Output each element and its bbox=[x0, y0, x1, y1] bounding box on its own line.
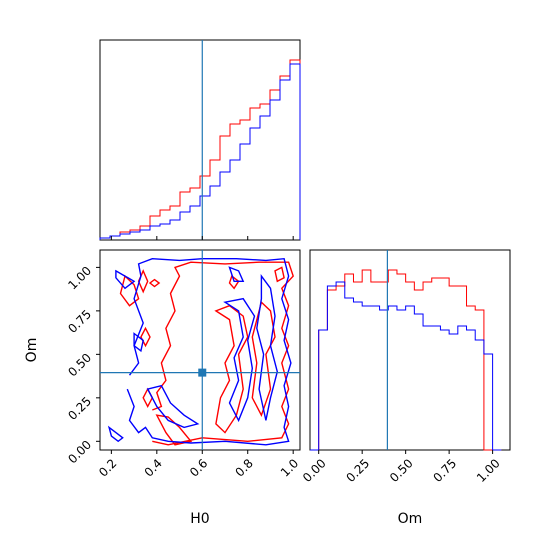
hist-H0-frame bbox=[99, 39, 301, 241]
contour-red-blob-3 bbox=[148, 278, 161, 288]
axis-ticks: 0.2 0.4 0.6 0.8 1.00.000.250.500.751.000.00 0… bbox=[65, 236, 503, 485]
x-axis-label-H0: H0 bbox=[190, 511, 209, 527]
contour-xtick-label-0: 0.2 bbox=[96, 456, 119, 479]
hist-H0-series-1 bbox=[99, 63, 301, 240]
contour-red-blob-5 bbox=[142, 387, 154, 409]
hist-Om-series-1 bbox=[310, 281, 502, 451]
contour-blue-blob-1 bbox=[115, 269, 136, 290]
contour-ytick-label-2: 0.50 bbox=[65, 351, 94, 380]
hist-Om-series bbox=[310, 269, 502, 451]
contour-xtick-label-1: 0.4 bbox=[142, 456, 165, 479]
contour-xtick-label-2: 0.6 bbox=[187, 456, 210, 479]
contour-red-inner bbox=[214, 304, 249, 434]
hist-H0-series bbox=[99, 59, 301, 240]
contour-series-red bbox=[119, 261, 294, 446]
y-axis-label-Om: Om bbox=[24, 338, 40, 363]
contour-blue-blob-4 bbox=[228, 266, 245, 282]
hist-Om-xtick-label-1: 0.25 bbox=[344, 456, 373, 485]
contour-ytick-label-4: 1.00 bbox=[65, 264, 94, 293]
contour-series-blue bbox=[107, 257, 292, 446]
contour-red-blob-4 bbox=[140, 326, 151, 348]
contour-red-blob-7 bbox=[274, 266, 285, 283]
hist-Om-series-0 bbox=[310, 269, 502, 451]
contour-red-inner-2 bbox=[251, 300, 276, 417]
hist-Om-xtick-label-2: 0.50 bbox=[387, 456, 416, 485]
contour-blue-blob-3 bbox=[133, 332, 144, 353]
contour-blue-inner-2 bbox=[256, 273, 279, 421]
contour-red-blob-6 bbox=[228, 274, 240, 290]
contour-ytick-label-0: 0.00 bbox=[65, 438, 94, 467]
truth-marker bbox=[198, 368, 207, 377]
hist-Om-xtick-label-3: 0.75 bbox=[430, 456, 459, 485]
contour-ytick-label-1: 0.25 bbox=[65, 394, 94, 423]
contour-blue-inner bbox=[223, 297, 256, 423]
hist-Om-xtick-label-4: 1.00 bbox=[474, 456, 503, 485]
contour-red-outer bbox=[152, 261, 294, 446]
hist-Om-xtick-label-0: 0.00 bbox=[300, 456, 329, 485]
x-axis-label-Om: Om bbox=[398, 511, 423, 527]
contour-red-blob-1 bbox=[119, 274, 140, 307]
contour-blue-outer bbox=[126, 257, 292, 446]
hist-Om-frame bbox=[309, 249, 511, 451]
contour-frame bbox=[99, 249, 301, 451]
contour-xtick-label-4: 1.0 bbox=[278, 456, 301, 479]
contour-ytick-label-3: 0.75 bbox=[65, 307, 94, 336]
contour-blue-low bbox=[146, 384, 200, 429]
contour-blue-blob-2 bbox=[107, 425, 124, 443]
contour-xtick-label-3: 0.8 bbox=[232, 456, 255, 479]
hist-H0-series-0 bbox=[99, 59, 301, 240]
contour-red-low bbox=[155, 414, 193, 446]
truth-lines bbox=[100, 40, 388, 450]
